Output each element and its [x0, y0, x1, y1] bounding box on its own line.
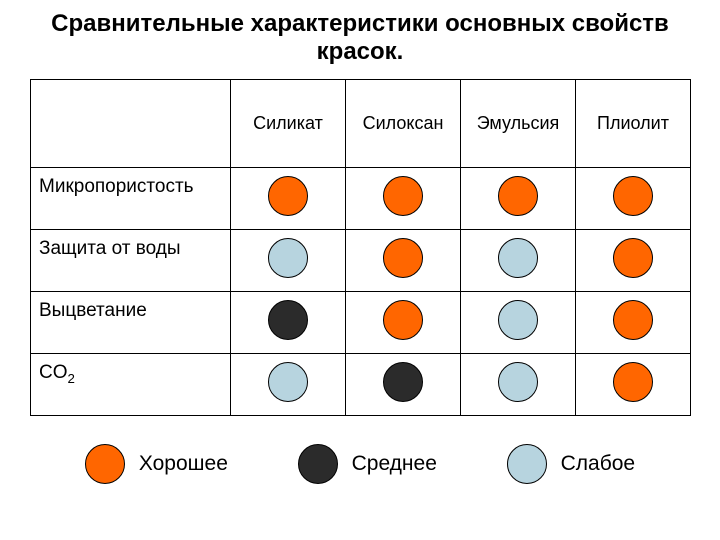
table-cell	[346, 230, 461, 292]
legend-item-good: Хорошее	[85, 444, 228, 484]
table-cell	[346, 292, 461, 354]
row-header: Защита от воды	[31, 230, 231, 292]
table-cell	[231, 292, 346, 354]
rating-dot-good	[613, 238, 653, 278]
legend-dot-good	[85, 444, 125, 484]
table-cell	[461, 168, 576, 230]
rating-dot-good	[613, 362, 653, 402]
table-cell	[346, 354, 461, 416]
legend-label: Слабое	[561, 452, 635, 476]
rating-dot-good	[383, 300, 423, 340]
table-row: CO2	[31, 354, 691, 416]
table-corner-cell	[31, 80, 231, 168]
rating-dot-medium	[268, 300, 308, 340]
rating-dot-good	[498, 176, 538, 216]
table-cell	[576, 230, 691, 292]
legend-item-medium: Среднее	[298, 444, 437, 484]
table-cell	[231, 354, 346, 416]
rating-dot-good	[613, 176, 653, 216]
rating-dot-weak	[268, 238, 308, 278]
rating-dot-good	[268, 176, 308, 216]
rating-dot-good	[383, 238, 423, 278]
table-row: Микропористость	[31, 168, 691, 230]
rating-dot-weak	[268, 362, 308, 402]
legend-label: Хорошее	[139, 452, 228, 476]
table-cell	[231, 230, 346, 292]
column-header: Плиолит	[576, 80, 691, 168]
table-row: Защита от воды	[31, 230, 691, 292]
table-row: Выцветание	[31, 292, 691, 354]
rating-dot-good	[383, 176, 423, 216]
row-header: CO2	[31, 354, 231, 416]
table-cell	[461, 354, 576, 416]
table-cell	[231, 168, 346, 230]
table-cell	[576, 292, 691, 354]
column-header: Силоксан	[346, 80, 461, 168]
rating-dot-weak	[498, 300, 538, 340]
table-cell	[346, 168, 461, 230]
rating-dot-weak	[498, 238, 538, 278]
table-cell	[461, 230, 576, 292]
legend-item-weak: Слабое	[507, 444, 635, 484]
legend-label: Среднее	[352, 452, 437, 476]
legend: Хорошее Среднее Слабое	[30, 444, 690, 484]
legend-dot-medium	[298, 444, 338, 484]
comparison-table: СиликатСилоксанЭмульсияПлиолит Микропори…	[30, 79, 691, 416]
rating-dot-medium	[383, 362, 423, 402]
rating-dot-weak	[498, 362, 538, 402]
table-cell	[461, 292, 576, 354]
legend-dot-weak	[507, 444, 547, 484]
table-cell	[576, 168, 691, 230]
table-cell	[576, 354, 691, 416]
rating-dot-good	[613, 300, 653, 340]
row-header: Микропористость	[31, 168, 231, 230]
table-header-row: СиликатСилоксанЭмульсияПлиолит	[31, 80, 691, 168]
column-header: Силикат	[231, 80, 346, 168]
row-header: Выцветание	[31, 292, 231, 354]
column-header: Эмульсия	[461, 80, 576, 168]
page: Сравнительные характеристики основных св…	[0, 0, 720, 540]
page-title: Сравнительные характеристики основных св…	[30, 10, 690, 65]
